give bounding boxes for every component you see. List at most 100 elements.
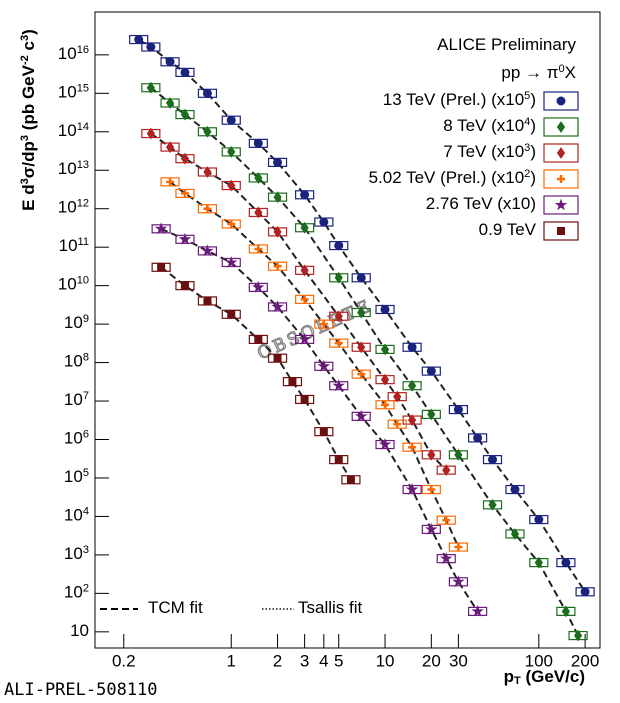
legend-box	[543, 91, 579, 111]
point	[561, 558, 571, 568]
point	[427, 408, 436, 421]
chart-title: ALICE Preliminary	[437, 35, 576, 54]
y-tick-label: 107	[64, 390, 89, 410]
point	[453, 405, 463, 415]
point	[180, 281, 189, 290]
point	[317, 359, 331, 372]
point	[427, 448, 436, 461]
point	[254, 244, 263, 253]
point	[300, 190, 310, 200]
x-axis-label: pT (GeV/c)	[504, 667, 585, 686]
point	[378, 438, 392, 450]
point	[166, 177, 175, 186]
legend-label: 7 TeV (x103)	[443, 142, 536, 162]
point	[440, 552, 453, 564]
point	[556, 147, 566, 159]
x-tick-label: 4	[319, 651, 328, 670]
point	[425, 522, 438, 535]
point	[165, 57, 175, 67]
legend-label: Tsallis fit	[298, 598, 363, 617]
fit-line	[169, 181, 460, 548]
point	[254, 335, 263, 344]
point	[427, 485, 436, 494]
legend-box	[543, 195, 579, 215]
y-tick-label: 1013	[58, 159, 89, 179]
x-tick-label: 1	[227, 651, 236, 670]
point	[561, 605, 570, 618]
x-tick-label: 100	[525, 651, 553, 670]
point	[573, 629, 583, 642]
y-tick-label: 108	[64, 352, 89, 372]
legend-marker	[556, 121, 566, 133]
x-tick-label: 3	[300, 651, 309, 670]
point	[253, 138, 263, 148]
point	[273, 191, 282, 204]
point	[334, 455, 343, 464]
point	[134, 35, 144, 45]
legend-label: 0.9 TeV	[479, 220, 537, 239]
point	[426, 366, 436, 376]
point	[407, 414, 417, 426]
series	[151, 262, 361, 485]
series	[129, 34, 595, 597]
point	[300, 395, 309, 404]
point	[557, 175, 565, 183]
y-tick-label: 10	[70, 621, 89, 640]
x-tick-label: 10	[376, 651, 395, 670]
point	[407, 342, 417, 352]
point	[393, 390, 402, 403]
point	[146, 127, 155, 140]
point	[332, 379, 345, 392]
point	[146, 42, 156, 52]
point	[442, 464, 451, 476]
point	[300, 264, 309, 277]
point	[254, 206, 263, 219]
point	[203, 204, 212, 213]
fit-line	[138, 38, 586, 593]
point	[146, 81, 155, 94]
point	[334, 310, 343, 323]
point	[165, 97, 175, 109]
point	[226, 115, 236, 125]
point	[227, 179, 236, 192]
y-tick-label: 102	[64, 582, 89, 602]
y-axis-label: E d3σ/dp3 (pb GeV-2 c3)	[19, 29, 39, 211]
point	[227, 220, 236, 229]
point	[273, 225, 282, 238]
legend-label: 2.76 TeV (x10)	[426, 194, 536, 213]
legend-label: 8 TeV (x104)	[443, 116, 536, 136]
y-tick-label: 109	[64, 313, 89, 333]
point	[319, 427, 328, 436]
point	[408, 443, 417, 452]
point	[201, 244, 214, 257]
point	[298, 332, 311, 345]
legend-marker	[557, 227, 565, 235]
x-tick-label: 200	[571, 651, 599, 670]
point	[534, 515, 544, 525]
point	[556, 121, 566, 133]
y-tick-label: 1011	[59, 236, 89, 256]
point	[334, 339, 343, 348]
point	[454, 543, 463, 552]
point	[510, 528, 520, 540]
point	[227, 310, 236, 319]
y-tick-label: 103	[64, 544, 89, 564]
point	[180, 152, 190, 165]
point	[471, 604, 484, 617]
legend-marker	[556, 96, 566, 106]
point	[380, 343, 390, 356]
point	[157, 263, 166, 272]
point	[203, 125, 212, 138]
point	[381, 400, 390, 409]
point	[300, 221, 309, 234]
point	[454, 448, 463, 461]
point	[556, 96, 566, 106]
point	[180, 67, 190, 77]
legend-box	[543, 117, 579, 137]
x-tick-label: 20	[422, 651, 441, 670]
plot-frame	[94, 11, 601, 649]
point	[442, 516, 451, 525]
point	[225, 255, 238, 268]
point	[203, 296, 212, 305]
point	[154, 222, 168, 235]
